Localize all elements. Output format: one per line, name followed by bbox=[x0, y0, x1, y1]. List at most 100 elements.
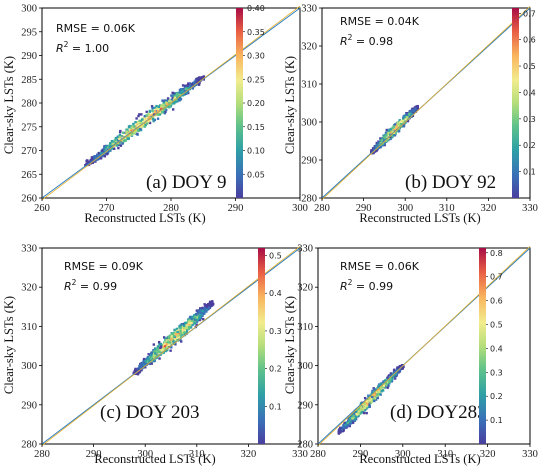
data-point bbox=[191, 323, 195, 326]
data-point bbox=[363, 396, 367, 400]
data-point bbox=[190, 317, 194, 320]
y-tick-label: 275 bbox=[21, 122, 37, 133]
data-point bbox=[392, 369, 396, 372]
data-point bbox=[140, 113, 143, 116]
data-point bbox=[386, 376, 389, 379]
data-point bbox=[395, 125, 398, 128]
plot-frame bbox=[321, 7, 531, 199]
rmse-text: RMSE = 0.06K bbox=[56, 22, 136, 35]
data-point bbox=[132, 122, 135, 126]
data-point bbox=[147, 116, 150, 119]
data-point bbox=[344, 425, 347, 429]
data-point bbox=[370, 395, 374, 399]
data-point bbox=[357, 414, 360, 417]
data-point bbox=[368, 396, 372, 399]
data-point bbox=[175, 338, 179, 342]
data-point bbox=[199, 307, 202, 310]
data-point bbox=[180, 91, 183, 94]
data-point bbox=[197, 79, 200, 83]
data-point bbox=[97, 157, 100, 161]
data-point bbox=[412, 108, 415, 112]
data-point bbox=[367, 401, 370, 404]
data-point bbox=[391, 372, 394, 376]
data-point bbox=[190, 83, 194, 86]
data-point bbox=[203, 307, 206, 311]
data-point bbox=[340, 429, 344, 432]
data-point bbox=[379, 386, 383, 389]
data-point bbox=[189, 83, 192, 86]
data-point bbox=[198, 76, 201, 79]
data-point bbox=[173, 96, 177, 100]
data-point bbox=[161, 99, 164, 102]
data-point bbox=[362, 411, 366, 415]
fit-line bbox=[321, 6, 531, 200]
data-point bbox=[156, 117, 160, 120]
fit-line bbox=[317, 246, 531, 446]
data-point bbox=[110, 144, 113, 148]
data-point bbox=[139, 119, 143, 123]
rmse-text: RMSE = 0.04K bbox=[340, 15, 420, 28]
data-point bbox=[154, 108, 157, 111]
colorbar-tick-label: 0.1 bbox=[269, 402, 282, 411]
data-point bbox=[157, 350, 160, 354]
data-point bbox=[360, 407, 363, 410]
data-point bbox=[389, 137, 392, 141]
data-point bbox=[163, 111, 167, 115]
data-point bbox=[197, 83, 201, 86]
data-point bbox=[136, 133, 139, 136]
data-point bbox=[198, 79, 202, 82]
data-point bbox=[411, 112, 415, 115]
data-point bbox=[117, 146, 120, 150]
data-point bbox=[198, 81, 201, 84]
fit-line bbox=[41, 246, 301, 446]
data-point bbox=[377, 389, 380, 392]
data-point bbox=[379, 383, 383, 386]
data-point bbox=[383, 136, 387, 139]
colorbar-tick-label: 0.7 bbox=[523, 9, 536, 18]
data-point bbox=[114, 138, 117, 141]
colorbar-tick-label: 0.1 bbox=[523, 168, 536, 177]
data-point bbox=[403, 119, 406, 123]
data-point bbox=[118, 137, 121, 141]
x-axis-title: Reconstructed LSTs (K) bbox=[359, 211, 480, 225]
data-point bbox=[154, 353, 157, 357]
colorbar-tick-label: 0.2 bbox=[269, 365, 282, 374]
data-point bbox=[348, 417, 352, 420]
colorbar-tick-label: 0.15 bbox=[247, 123, 265, 132]
data-point bbox=[187, 82, 190, 85]
data-point bbox=[165, 102, 169, 106]
data-point bbox=[176, 94, 179, 97]
data-point bbox=[199, 317, 203, 320]
data-point bbox=[139, 365, 142, 368]
data-point bbox=[172, 334, 176, 338]
data-point bbox=[121, 142, 124, 145]
data-point bbox=[346, 424, 349, 428]
data-point bbox=[121, 140, 125, 143]
data-point bbox=[162, 104, 166, 107]
y-tick-label: 280 bbox=[21, 440, 37, 451]
data-point bbox=[385, 134, 388, 137]
colorbar-tick-label: 0.5 bbox=[269, 252, 282, 261]
data-point bbox=[114, 141, 118, 144]
data-point bbox=[99, 155, 102, 158]
y-tick-label: 280 bbox=[297, 440, 313, 451]
data-point bbox=[161, 345, 165, 348]
data-point bbox=[207, 306, 210, 309]
data-point bbox=[198, 310, 201, 313]
data-point bbox=[156, 113, 159, 116]
data-point bbox=[135, 368, 138, 371]
data-point bbox=[406, 116, 409, 119]
data-point bbox=[176, 333, 179, 336]
data-point bbox=[126, 137, 130, 141]
colorbar-tick-label: 0.2 bbox=[490, 392, 503, 401]
data-point bbox=[406, 119, 410, 123]
data-point bbox=[190, 321, 193, 325]
colorbar-tick-label: 0.8 bbox=[490, 249, 503, 258]
data-point bbox=[345, 426, 348, 429]
y-tick-label: 290 bbox=[21, 51, 37, 62]
data-point bbox=[90, 156, 94, 159]
data-point bbox=[381, 385, 384, 389]
data-point bbox=[158, 113, 161, 116]
data-point bbox=[157, 105, 161, 109]
data-point bbox=[148, 359, 151, 362]
